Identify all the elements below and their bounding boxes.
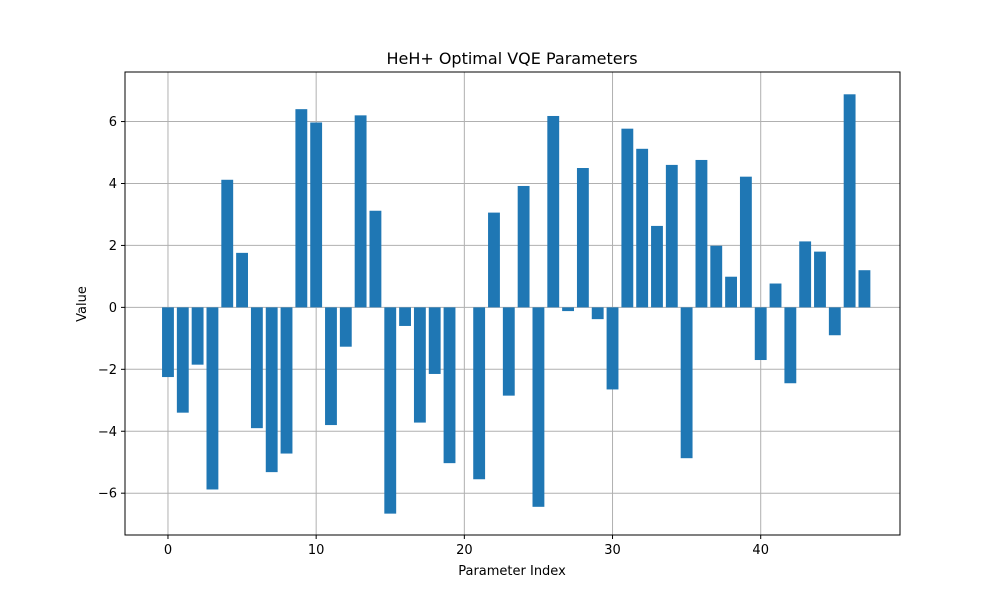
bar <box>695 159 708 308</box>
x-tick-label: 30 <box>604 543 621 558</box>
bar <box>354 115 367 308</box>
bar <box>843 94 856 308</box>
bar <box>591 307 604 320</box>
bar <box>562 307 574 312</box>
bar <box>739 176 752 308</box>
x-tick-label: 20 <box>456 543 473 558</box>
bar <box>710 245 723 308</box>
bar <box>206 307 219 490</box>
bar <box>310 122 323 308</box>
x-axis-label: Parameter Index <box>458 564 566 579</box>
bar <box>799 241 812 308</box>
bar <box>221 179 234 308</box>
bar <box>665 164 678 308</box>
bar <box>236 252 248 308</box>
bar <box>502 307 515 396</box>
bar <box>547 115 560 308</box>
bar <box>191 307 204 365</box>
x-tick-label: 10 <box>308 543 325 558</box>
bar <box>473 307 486 480</box>
y-tick-label: −4 <box>98 425 117 440</box>
bar <box>814 251 826 308</box>
bar <box>858 270 871 308</box>
bar <box>428 307 441 374</box>
bar <box>399 307 411 326</box>
bar <box>517 185 530 308</box>
bar <box>413 307 426 423</box>
bar <box>443 307 456 464</box>
bar <box>725 276 737 308</box>
bar <box>606 307 619 390</box>
bar <box>280 307 293 454</box>
bar <box>488 212 500 308</box>
bar <box>339 307 352 347</box>
bar <box>532 307 545 507</box>
bar <box>162 307 174 378</box>
bar <box>621 128 634 308</box>
y-tick-label: 4 <box>109 177 117 192</box>
bar <box>384 307 397 514</box>
bar <box>250 307 263 429</box>
bar <box>784 307 797 384</box>
bar <box>636 148 649 308</box>
bar <box>576 168 589 308</box>
bar <box>769 283 782 308</box>
bar <box>176 307 189 413</box>
x-tick-label: 40 <box>752 543 769 558</box>
bar <box>680 307 693 459</box>
chart-title: HeH+ Optimal VQE Parameters <box>386 49 637 68</box>
bar <box>651 225 663 308</box>
y-tick-label: 6 <box>109 115 117 130</box>
bar <box>369 210 382 308</box>
axis-ticks: 0 10 20 30 40 −6 −4 −2 0 2 4 6 <box>98 115 769 558</box>
y-axis-label: Value <box>75 286 90 322</box>
bar <box>828 307 841 336</box>
y-tick-label: −2 <box>98 363 117 378</box>
x-tick-label: 0 <box>164 543 172 558</box>
plot-frame <box>124 71 901 536</box>
bar <box>265 307 278 473</box>
bar <box>295 109 308 308</box>
y-tick-label: 0 <box>109 301 117 316</box>
bars <box>162 94 871 514</box>
y-tick-label: 2 <box>109 239 117 254</box>
bar <box>754 307 767 361</box>
bar <box>325 307 337 426</box>
y-tick-label: −6 <box>98 487 117 502</box>
